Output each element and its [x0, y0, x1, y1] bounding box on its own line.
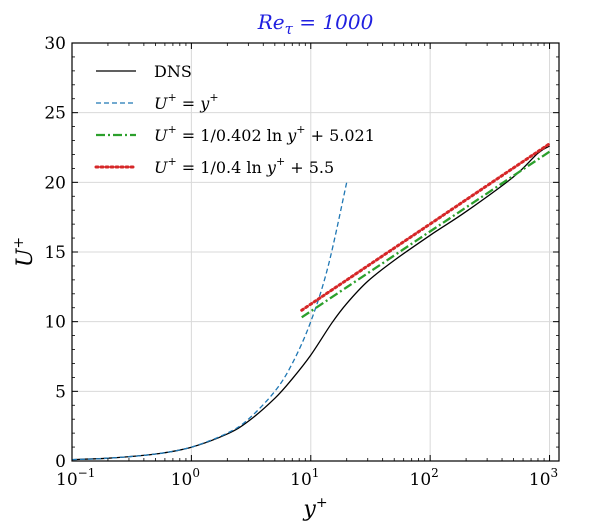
legend-entry: U+ = 1/0.402 ln y+ + 5.021 [154, 123, 375, 145]
y-tick-label: 20 [44, 173, 66, 193]
series-group [72, 142, 552, 461]
legend-entry: U+ = y+ [154, 91, 219, 113]
x-tick-label: 10−1 [56, 466, 95, 490]
x-tick-label: 103 [529, 466, 558, 490]
y-tick-label: 30 [44, 34, 66, 54]
x-tick-label: 100 [171, 466, 200, 490]
legend-entry: DNS [154, 62, 192, 81]
y-tick-label: 25 [44, 104, 66, 124]
y-tick-label: 15 [44, 243, 66, 263]
y-tick-label: 5 [55, 382, 66, 402]
ticks: 10−1 100 101 102 103 0 5 10 15 20 25 30 [44, 34, 559, 490]
legend: DNS U+ = y+ U+ = 1/0.402 ln y+ + 5.021 U+ =… [94, 62, 375, 177]
x-tick-label: 102 [410, 466, 439, 490]
legend-entry: U+ = 1/0.4 ln y+ + 5.5 [154, 155, 334, 177]
x-axis-label: y+ [302, 495, 327, 522]
x-tick-label: 101 [290, 466, 319, 490]
y-tick-label: 10 [44, 313, 66, 333]
series-linear-law [72, 182, 348, 461]
series-log-law-04 [300, 142, 552, 312]
series-log-law-0402 [301, 150, 551, 319]
chart-title: Reτ = 1000 [257, 10, 374, 38]
grid [71, 42, 559, 462]
series-dns [72, 145, 550, 461]
y-axis-label: U+ [11, 237, 38, 267]
y-tick-label: 0 [55, 452, 66, 472]
